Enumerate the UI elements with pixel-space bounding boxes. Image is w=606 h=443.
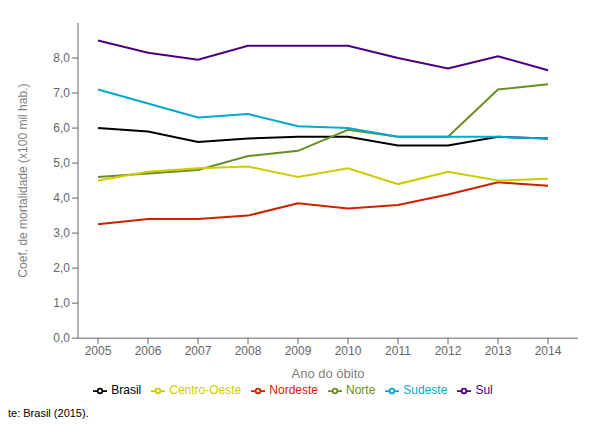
svg-text:2008: 2008 <box>235 344 262 358</box>
svg-text:2010: 2010 <box>335 344 362 358</box>
html-text:Sul: Sul <box>475 383 493 398</box>
html-text:Brasil: Brasil <box>111 383 142 398</box>
svg-text:2014: 2014 <box>535 344 562 358</box>
svg-text:2012: 2012 <box>435 344 462 358</box>
svg-text:Ano do óbito: Ano do óbito <box>291 366 364 381</box>
svg-text:8,0: 8,0 <box>53 51 70 65</box>
svg-text:2013: 2013 <box>485 344 512 358</box>
svg-text:2011: 2011 <box>385 344 411 358</box>
svg-text:1,0: 1,0 <box>53 296 70 310</box>
svg-text:Coef. de mortalidade (x100 mil: Coef. de mortalidade (x100 mil hab.) <box>16 84 30 278</box>
svg-text:3,0: 3,0 <box>53 226 70 240</box>
svg-text:2007: 2007 <box>185 344 212 358</box>
html-text:te: Brasil (2015).: te: Brasil (2015). <box>8 407 89 419</box>
svg-text:6,0: 6,0 <box>53 121 70 135</box>
html-text:Centro-Oeste: Centro-Oeste <box>169 383 242 398</box>
html-text:Norte: Norte <box>346 383 376 398</box>
html-text:Sudeste: Sudeste <box>403 383 448 398</box>
svg-text:2009: 2009 <box>285 344 312 358</box>
svg-text:2005: 2005 <box>85 344 112 358</box>
svg-text:2006: 2006 <box>135 344 162 358</box>
html-text:Nordeste: Nordeste <box>269 383 318 398</box>
svg-text:0,0: 0,0 <box>53 331 70 345</box>
svg-text:5,0: 5,0 <box>53 156 70 170</box>
svg-text:4,0: 4,0 <box>53 191 70 205</box>
svg-text:7,0: 7,0 <box>53 86 70 100</box>
svg-text:2,0: 2,0 <box>53 261 70 275</box>
